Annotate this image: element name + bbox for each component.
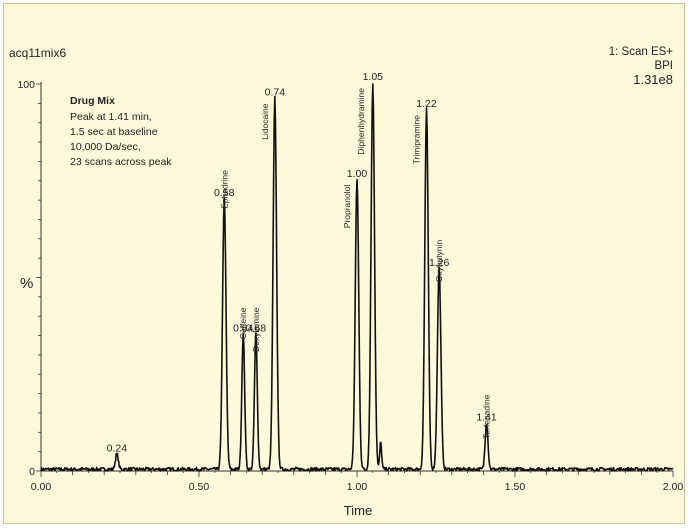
peak-time-label: 1.26	[429, 257, 450, 269]
peak-compound-label: Propranolol	[342, 185, 352, 229]
peak-compound-label: Oxybutynin	[434, 239, 444, 282]
peak-compound-label: Diphenhydramine	[356, 88, 366, 155]
peak-time-label: 0.64	[233, 323, 254, 335]
annotation-line-2: 1.5 sec at baseline	[70, 126, 158, 138]
chart-frame: acq11mix6 1: Scan ES+ BPI 1.31e8 Drug Mi…	[3, 3, 685, 524]
peak-time-label: 1.05	[363, 71, 384, 83]
x-tick-label: 1.50	[505, 481, 526, 493]
y-tick-label: 100	[17, 79, 35, 91]
scan-info-line-1: 1: Scan ES+	[609, 46, 674, 58]
peak-compound-label: Terfenadine	[482, 394, 492, 439]
x-tick-label: 1.00	[347, 481, 368, 493]
peak-time-label: 1.22	[416, 98, 437, 110]
chart-title: acq11mix6	[9, 46, 66, 60]
peak-compound-label: Doxylamine	[251, 307, 261, 352]
peak-time-label: 0.68	[246, 323, 267, 335]
annotation-title: Drug Mix	[70, 95, 115, 107]
peak-compound-label: Ephedrine	[219, 170, 229, 209]
chromatogram-chart: acq11mix6 1: Scan ES+ BPI 1.31e8 Drug Mi…	[9, 46, 684, 518]
peak-compound-label: Lidocaine	[260, 103, 270, 140]
peak-compound-label: Caffeine	[238, 307, 248, 339]
peak-time-label: 0.24	[107, 443, 128, 455]
peak-time-label: 0.58	[214, 187, 235, 199]
annotation-line-1: Peak at 1.41 min,	[70, 111, 152, 123]
annotation-line-4: 23 scans across peak	[70, 156, 172, 168]
y-tick-label: 0	[29, 466, 35, 478]
x-tick-label: 2.00	[663, 481, 684, 493]
x-axis-label: Time	[344, 503, 372, 518]
peak-time-label: 1.41	[476, 412, 497, 424]
scan-info-line-2: BPI	[654, 60, 673, 72]
annotation-line-3: 10,000 Da/sec,	[70, 141, 141, 153]
trace-layer	[40, 83, 674, 472]
peak-compound-label: Trimipramine	[412, 115, 422, 165]
peak-time-label: 0.74	[265, 86, 286, 98]
x-tick-label: 0.50	[189, 481, 210, 493]
y-axis-label: %	[20, 275, 33, 292]
chromatogram-trace	[40, 83, 674, 472]
x-tick-label: 0.00	[31, 481, 52, 493]
scan-info-line-3: 1.31e8	[633, 72, 673, 87]
peak-time-label: 1.00	[347, 168, 368, 180]
